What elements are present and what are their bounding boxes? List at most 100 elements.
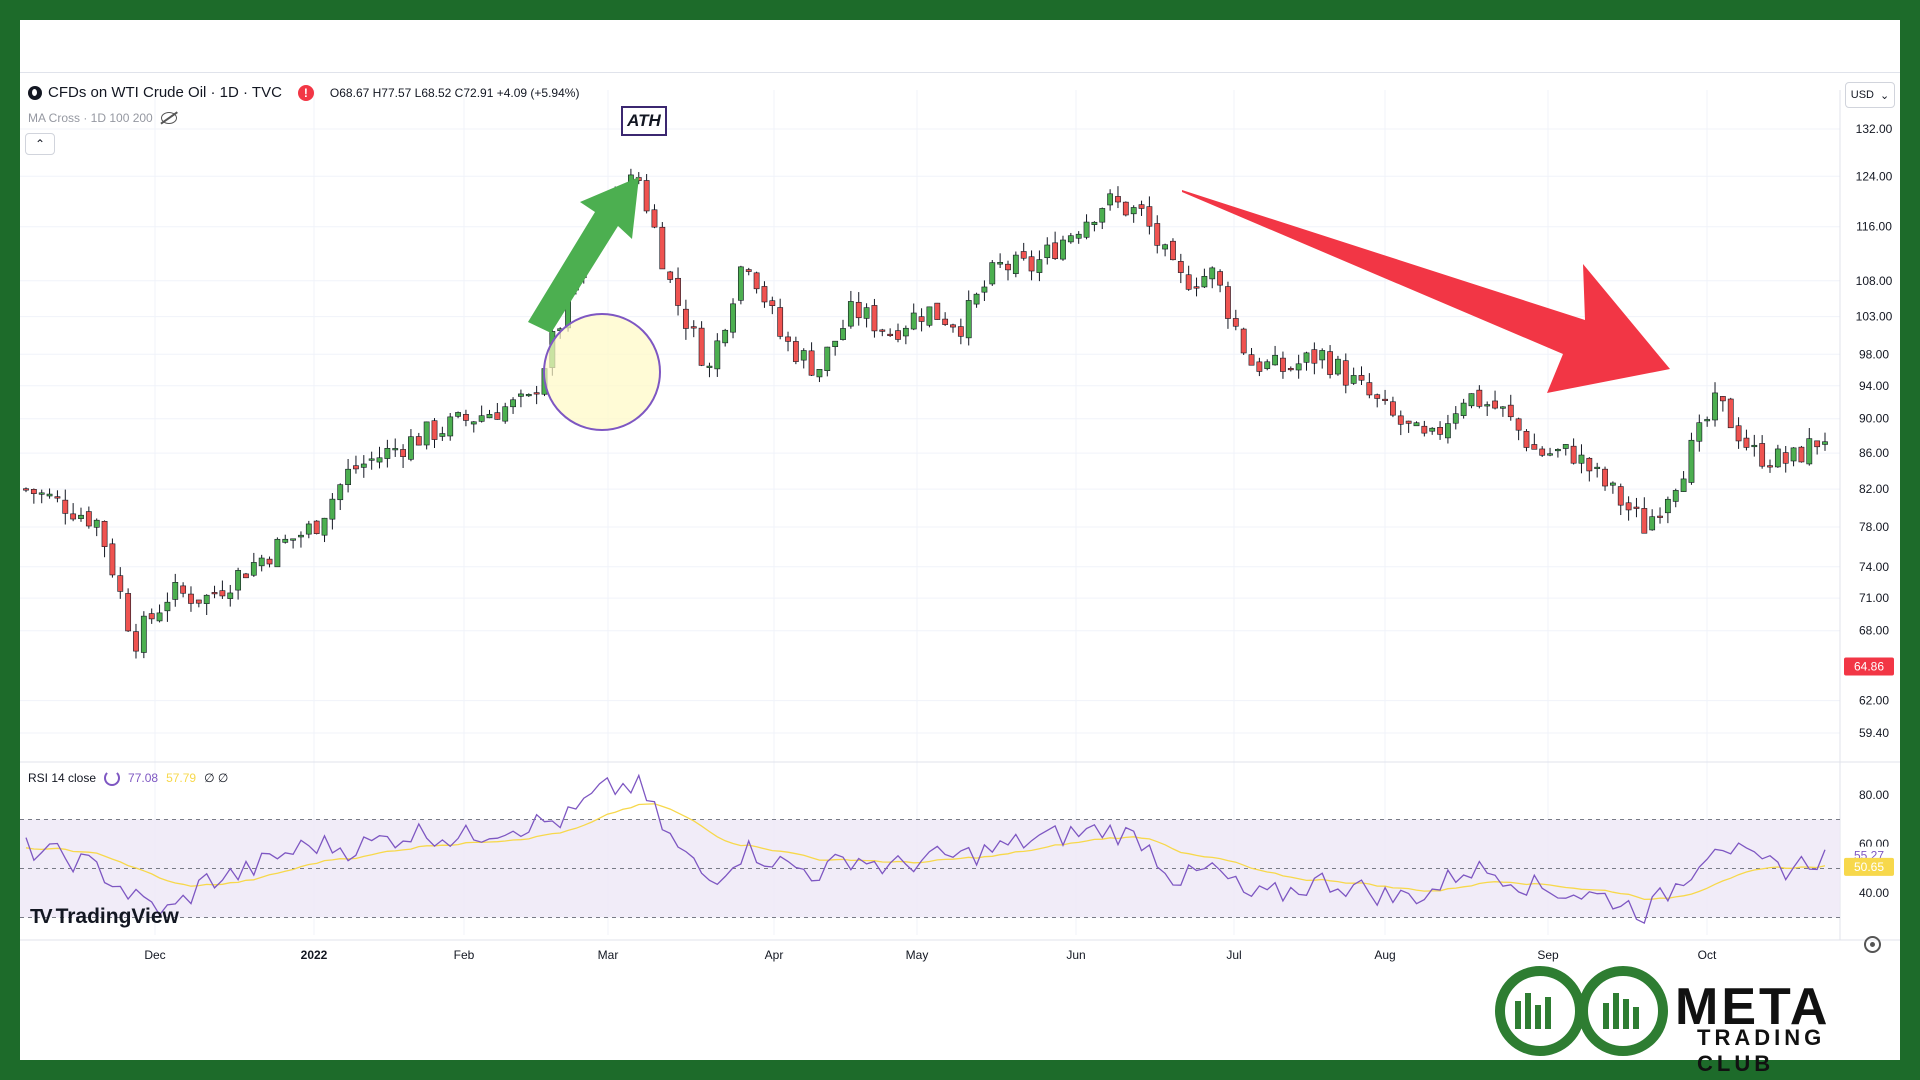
candle-body	[918, 316, 925, 322]
candle-body	[981, 286, 988, 293]
candle-body	[274, 538, 281, 568]
price-axis-label: 124.00	[1856, 169, 1893, 183]
candle-body	[1798, 446, 1805, 463]
candle-body	[1020, 251, 1027, 259]
candle-body	[1272, 354, 1278, 366]
candle-body	[1154, 223, 1161, 246]
tradingview-logo[interactable]: TV TradingView	[30, 905, 179, 929]
candle-body	[1209, 267, 1216, 280]
candle-body	[470, 421, 477, 425]
candle-body	[879, 329, 886, 332]
candle-body	[1562, 444, 1569, 449]
candle-body	[1539, 448, 1546, 456]
candle-body	[1507, 404, 1514, 418]
hidden-eye-icon[interactable]	[160, 112, 177, 124]
time-axis-label: Sep	[1537, 948, 1559, 962]
warning-icon[interactable]: !	[297, 84, 314, 101]
candle-body	[792, 341, 799, 362]
rsi-legend[interactable]: RSI 14 close 77.08 57.79 ∅ ∅	[28, 770, 228, 786]
candle-body	[855, 301, 862, 319]
currency-selector[interactable]: USD ⌄	[1845, 82, 1895, 108]
candle-body	[1822, 441, 1828, 445]
settings-icon[interactable]	[1864, 936, 1881, 953]
candle-body	[1217, 271, 1223, 286]
symbol-legend[interactable]: CFDs on WTI Crude Oil · 1D · TVC ! O68.6…	[28, 84, 579, 101]
candle-body	[1138, 204, 1145, 209]
candle-body	[847, 301, 854, 327]
candle-body	[1767, 465, 1773, 468]
candle-body	[533, 392, 540, 395]
candle-body	[840, 328, 846, 340]
rsi-extra: ∅ ∅	[204, 771, 229, 785]
candle-body	[965, 300, 972, 339]
candle-body	[643, 180, 650, 212]
candle-body	[1303, 352, 1310, 363]
collapse-legend-button[interactable]: ⌃	[25, 133, 55, 155]
candle-body	[125, 593, 132, 632]
rsi-band	[20, 819, 1840, 918]
candle-body	[973, 293, 980, 305]
candle-body	[1602, 468, 1608, 487]
candle-body	[243, 573, 249, 579]
time-axis-label: 2022	[301, 948, 328, 962]
candle-body	[329, 498, 336, 520]
chart-canvas[interactable]: 132.00 124.00 116.00 108.00 103.00 98.00 94.00…	[20, 20, 1900, 1060]
candle-body	[345, 468, 351, 485]
price-axis-label: 108.00	[1856, 274, 1893, 288]
candle-body	[1649, 516, 1656, 531]
candle-body	[1515, 418, 1522, 431]
price-axis-label: 94.00	[1859, 379, 1889, 393]
ath-label: ATH	[621, 106, 667, 136]
refresh-icon[interactable]	[104, 770, 121, 786]
candle-body	[714, 340, 721, 370]
time-axis-label: May	[906, 948, 929, 962]
candle-body	[525, 394, 532, 397]
candle-body	[926, 306, 933, 326]
candle-body	[1445, 423, 1451, 439]
candle-body	[1060, 239, 1066, 260]
indicator-label: MA Cross · 1D 100 200	[28, 111, 153, 125]
candle-body	[1146, 206, 1153, 227]
green-up-arrow	[528, 177, 639, 333]
rsi-label: RSI 14 close	[28, 771, 97, 785]
brand-logo: META TRADING CLUB	[1485, 963, 1905, 1076]
candle-body	[494, 412, 501, 420]
candle-body	[1012, 254, 1019, 274]
grid-lines	[20, 90, 1900, 941]
ohlc-values: O68.67 H77.57 L68.52 C72.91 +4.09 (+5.94…	[329, 85, 580, 100]
candles	[23, 168, 1828, 659]
candle-body	[266, 558, 273, 565]
rsi-line	[25, 773, 1826, 925]
candle-body	[1327, 351, 1333, 375]
oil-drop-icon	[28, 85, 42, 100]
candle-body	[1130, 207, 1137, 215]
candle-body	[93, 519, 100, 528]
candle-body	[478, 415, 485, 422]
rsi-ma-line	[25, 803, 1826, 901]
candle-body	[1036, 259, 1043, 273]
candle-body	[101, 520, 108, 547]
candle-body	[730, 303, 736, 333]
candle-body	[1429, 427, 1436, 432]
candle-body	[1759, 443, 1766, 467]
indicator-legend[interactable]: MA Cross · 1D 100 200	[28, 111, 177, 125]
candle-body	[78, 514, 84, 519]
tradingview-text: TradingView	[55, 905, 179, 928]
candle-body	[1790, 447, 1797, 462]
candle-body	[1405, 420, 1412, 424]
candle-body	[1099, 208, 1106, 223]
candle-body	[824, 346, 831, 371]
candle-body	[38, 492, 45, 495]
candle-body	[1052, 242, 1059, 259]
candle-body	[722, 329, 729, 344]
brand-name: META	[1675, 978, 1831, 1036]
candle-body	[235, 570, 242, 591]
overlays	[528, 177, 1670, 431]
candle-body	[1005, 263, 1011, 271]
candle-body	[1704, 419, 1711, 422]
candle-body	[863, 307, 870, 319]
candle-body	[227, 592, 234, 599]
candle-body	[1617, 486, 1624, 506]
candle-body	[23, 488, 29, 491]
candle-body	[180, 585, 187, 594]
